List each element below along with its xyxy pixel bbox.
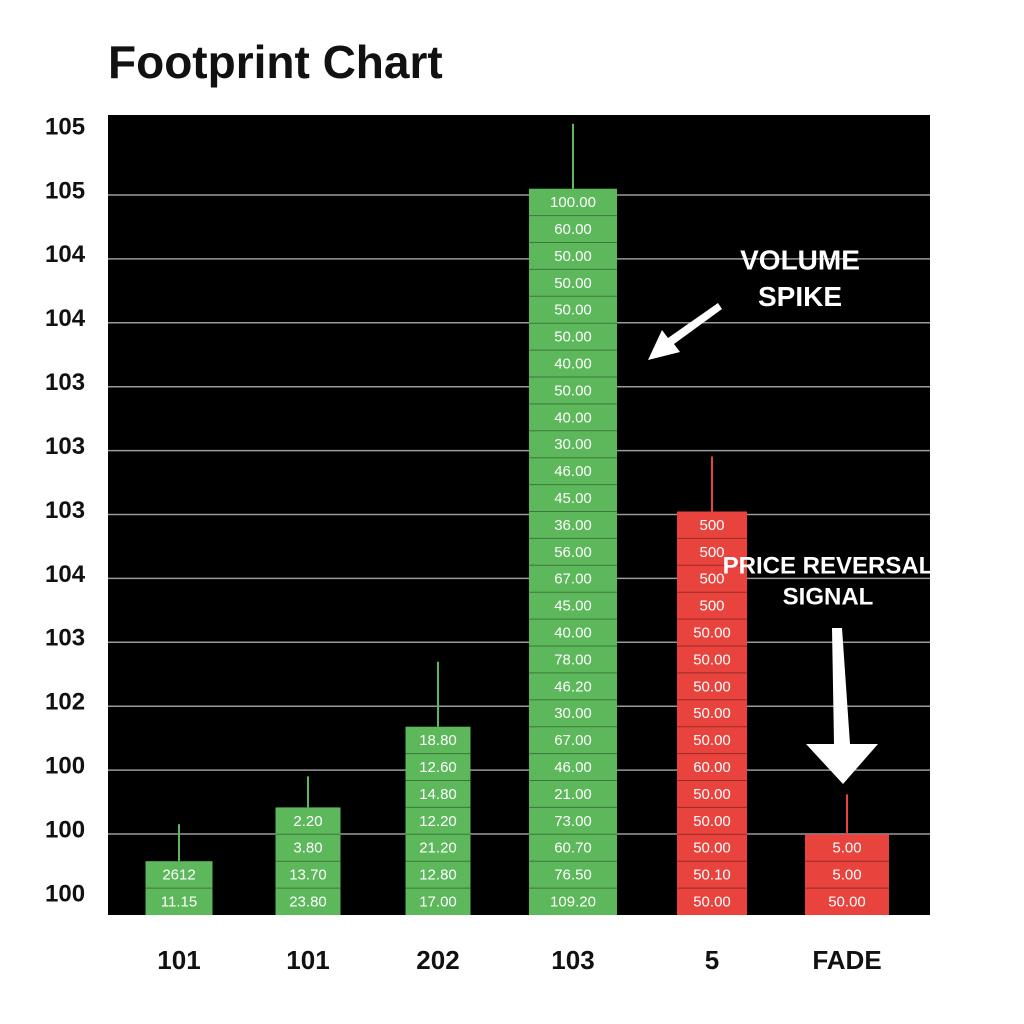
annotation: VOLUME: [740, 244, 860, 275]
cell-value: 67.00: [554, 732, 592, 749]
y-axis-label: 100: [45, 880, 85, 907]
y-axis-label: 103: [45, 369, 85, 396]
x-axis-label: FADE: [812, 945, 881, 975]
cell-value: 46.00: [554, 759, 592, 776]
y-axis-label: 105: [45, 177, 85, 204]
cell-value: 3.80: [293, 840, 322, 857]
cell-value: 60.70: [554, 840, 592, 857]
cell-value: 60.00: [693, 759, 731, 776]
cell-value: 45.00: [554, 490, 592, 507]
cell-value: 50.00: [693, 625, 731, 642]
cell-value: 17.00: [419, 894, 457, 911]
cell-value: 46.00: [554, 463, 592, 480]
cell-value: 50.00: [828, 894, 866, 911]
y-axis-label: 103: [45, 625, 85, 652]
cell-value: 14.80: [419, 786, 457, 803]
cell-value: 50.00: [554, 275, 592, 292]
cell-value: 11.15: [161, 894, 197, 911]
annotation: PRICE REVERSAL: [723, 552, 934, 579]
cell-value: 50.10: [693, 867, 731, 884]
cell-value: 50.00: [554, 329, 592, 346]
cell-value: 60.00: [554, 221, 592, 238]
cell-value: 36.00: [554, 517, 592, 534]
candle-body: [275, 807, 341, 915]
y-axis-label: 103: [45, 433, 85, 460]
cell-value: 500: [699, 544, 724, 561]
y-axis-label: 103: [45, 497, 85, 524]
cell-value: 500: [699, 517, 724, 534]
candle-body: [529, 188, 617, 915]
cell-value: 13.70: [289, 867, 327, 884]
cell-value: 67.00: [554, 571, 592, 588]
cell-value: 12.60: [419, 759, 457, 776]
candle-body: [145, 861, 213, 915]
y-axis-label: 104: [45, 241, 86, 268]
y-axis-label: 102: [45, 689, 85, 716]
cell-value: 50.00: [693, 786, 731, 803]
cell-value: 2612: [162, 867, 195, 884]
cell-value: 40.00: [554, 625, 592, 642]
candle-body: [677, 511, 747, 915]
cell-value: 109.20: [550, 894, 596, 911]
cell-value: 50.00: [554, 382, 592, 399]
y-axis-label: 104: [45, 305, 86, 332]
cell-value: 50.00: [693, 840, 731, 857]
x-axis-label: 101: [286, 945, 329, 975]
x-axis-label: 5: [705, 945, 719, 975]
cell-value: 12.80: [419, 867, 457, 884]
cell-value: 30.00: [554, 705, 592, 722]
cell-value: 500: [699, 598, 724, 615]
annotation: SPIKE: [758, 281, 842, 312]
candle-body: [805, 834, 889, 915]
x-axis-label: 103: [551, 945, 594, 975]
cell-value: 18.80: [419, 732, 457, 749]
cell-value: 2.20: [293, 813, 322, 830]
cell-value: 21.20: [419, 840, 457, 857]
cell-value: 50.00: [693, 894, 731, 911]
cell-value: 21.00: [554, 786, 592, 803]
cell-value: 50.00: [554, 302, 592, 319]
arrow: [806, 628, 878, 784]
cell-value: 76.50: [554, 867, 592, 884]
cell-value: 5.00: [832, 867, 861, 884]
y-axis-label: 100: [45, 753, 85, 780]
cell-value: 50.00: [693, 813, 731, 830]
cell-value: 73.00: [554, 813, 592, 830]
x-axis-label: 101: [157, 945, 200, 975]
cell-value: 56.00: [554, 544, 592, 561]
chart-title: Footprint Chart: [108, 36, 443, 88]
cell-value: 50.00: [554, 248, 592, 265]
cell-value: 500: [699, 571, 724, 588]
cell-value: 50.00: [693, 651, 731, 668]
annotation: SIGNAL: [783, 584, 874, 611]
cell-value: 12.20: [419, 813, 457, 830]
cell-value: 50.00: [693, 705, 731, 722]
cell-value: 30.00: [554, 436, 592, 453]
cell-value: 50.00: [693, 732, 731, 749]
arrow: [648, 303, 722, 360]
cell-value: 40.00: [554, 356, 592, 373]
y-axis-label: 105: [45, 113, 85, 140]
cell-value: 23.80: [289, 894, 327, 911]
y-axis-label: 100: [45, 816, 85, 843]
y-axis-label: 104: [45, 561, 86, 588]
cell-value: 45.00: [554, 598, 592, 615]
cell-value: 50.00: [693, 678, 731, 695]
cell-value: 5.00: [832, 840, 861, 857]
x-axis-label: 202: [416, 945, 459, 975]
cell-value: 46.20: [554, 678, 592, 695]
cell-value: 40.00: [554, 409, 592, 426]
cell-value: 78.00: [554, 651, 592, 668]
cell-value: 100.00: [550, 194, 596, 211]
candle-body: [405, 726, 471, 915]
